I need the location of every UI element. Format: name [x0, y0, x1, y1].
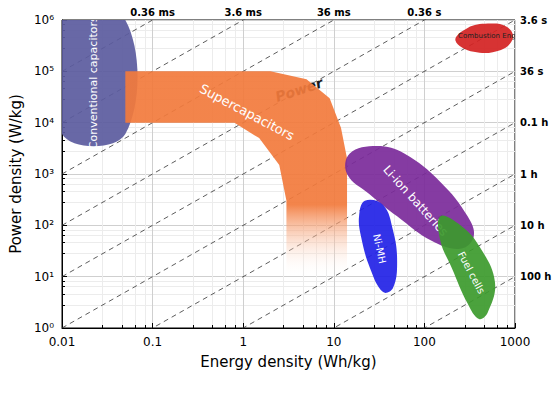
svg-text:10⁰: 10⁰ — [34, 321, 54, 335]
svg-text:100 h: 100 h — [520, 271, 551, 282]
svg-text:3.6 ms: 3.6 ms — [224, 7, 262, 18]
svg-text:Power density (W/kg): Power density (W/kg) — [7, 94, 25, 254]
svg-text:10¹: 10¹ — [34, 270, 54, 284]
svg-text:Fuel cells: Fuel cells — [456, 250, 487, 296]
svg-text:36 s: 36 s — [520, 66, 543, 77]
svg-text:Supercapacitors: Supercapacitors — [197, 81, 297, 144]
svg-text:1: 1 — [239, 335, 247, 349]
svg-text:10 h: 10 h — [520, 220, 545, 231]
svg-text:0.01: 0.01 — [49, 335, 76, 349]
svg-text:0.1 h: 0.1 h — [520, 117, 548, 128]
svg-text:3.6 s: 3.6 s — [520, 15, 547, 26]
svg-text:100: 100 — [413, 335, 436, 349]
svg-text:10⁶: 10⁶ — [34, 13, 54, 27]
svg-text:Conventional capacitors: Conventional capacitors — [87, 16, 100, 149]
svg-text:Li-ion batteries: Li-ion batteries — [380, 162, 451, 239]
svg-text:1 h: 1 h — [520, 169, 538, 180]
svg-text:36 ms: 36 ms — [317, 7, 351, 18]
svg-text:Combustion Engine: Combustion Engine — [458, 32, 526, 40]
svg-text:10: 10 — [326, 335, 341, 349]
svg-text:0.36 s: 0.36 s — [407, 7, 441, 18]
svg-text:10⁴: 10⁴ — [34, 116, 54, 130]
svg-text:1000: 1000 — [500, 335, 531, 349]
svg-text:Ni-MH: Ni-MH — [371, 233, 388, 265]
svg-text:10³: 10³ — [34, 167, 54, 181]
svg-text:0.1: 0.1 — [143, 335, 162, 349]
svg-text:0.36 ms: 0.36 ms — [130, 7, 175, 18]
svg-text:10⁵: 10⁵ — [34, 64, 54, 78]
svg-text:10²: 10² — [34, 218, 54, 232]
svg-text:Energy density (Wh/kg): Energy density (Wh/kg) — [200, 353, 376, 371]
